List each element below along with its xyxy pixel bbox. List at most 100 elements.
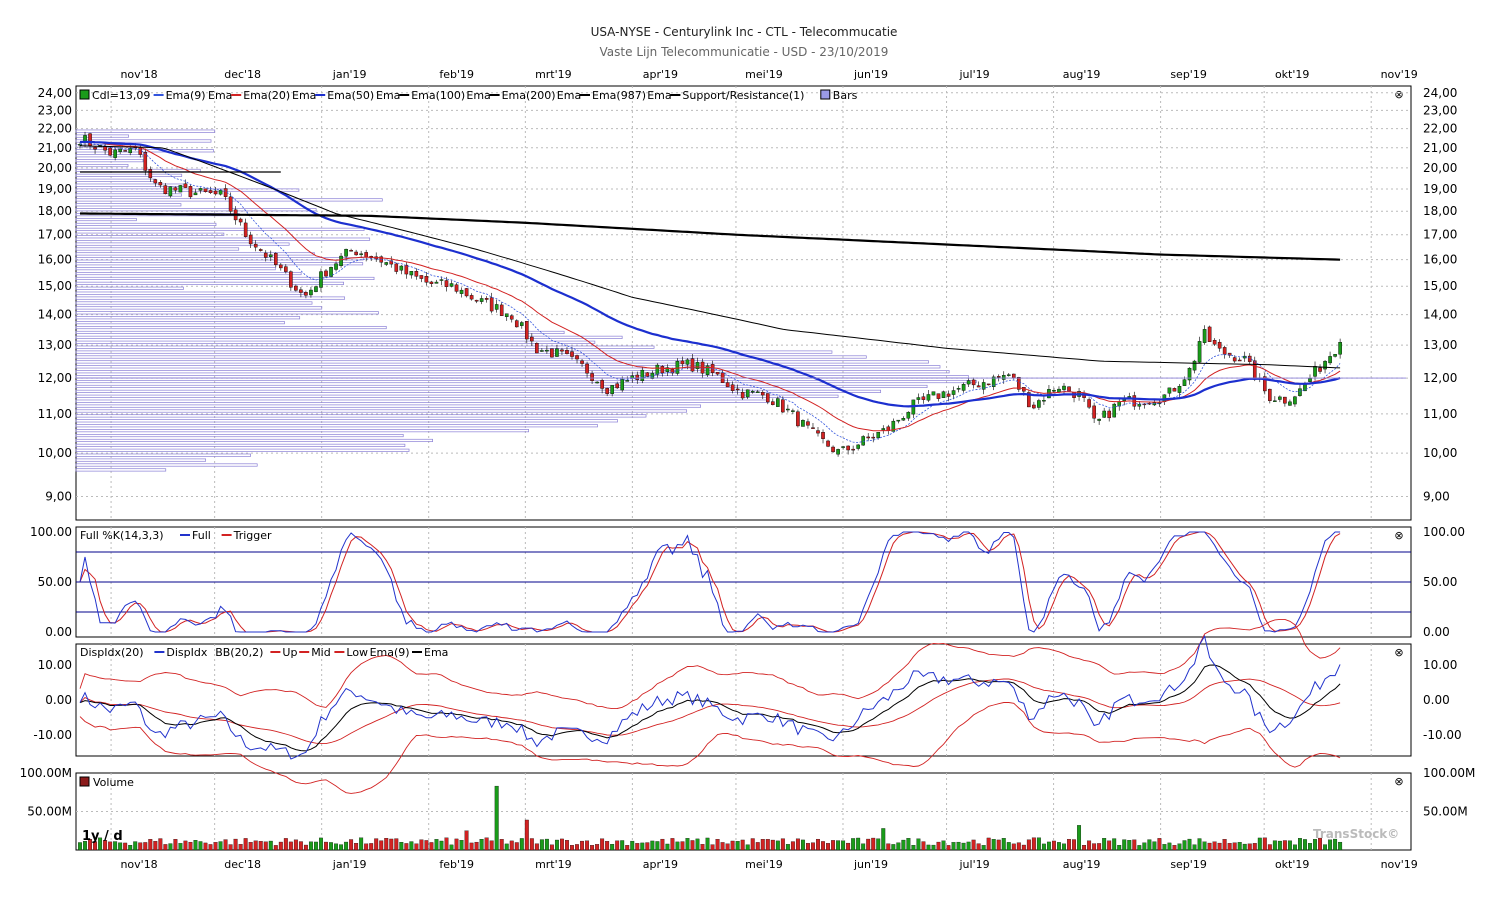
volume-profile-bar [75, 281, 344, 285]
candle [404, 264, 409, 275]
candle [545, 349, 549, 352]
volume-profile-bar [75, 271, 302, 276]
volume-bar [394, 838, 399, 851]
volume-bar [575, 844, 579, 851]
volume-bar [1107, 840, 1112, 851]
close-icon[interactable]: ⊗ [1394, 646, 1403, 659]
ema987-line [80, 212, 1341, 261]
volume-bar [178, 843, 183, 851]
y-tick-left: 50.00M [27, 805, 72, 819]
y-tick-right: 15,00 [1423, 279, 1457, 293]
volume-bar [118, 842, 123, 851]
ema50-line [79, 140, 1341, 408]
candle [1062, 385, 1066, 390]
candle [725, 382, 730, 388]
volume-bar [991, 839, 996, 851]
candle [1263, 376, 1267, 392]
candle [218, 190, 223, 195]
candle [344, 248, 348, 257]
volume-profile-bar [75, 247, 240, 251]
candle [359, 253, 363, 255]
volume-profile-bar [75, 227, 365, 231]
volume-bar [986, 837, 991, 851]
ema9-line [79, 142, 1341, 444]
volume-bar [1252, 843, 1257, 851]
candle [590, 373, 594, 381]
volume-bar [128, 844, 133, 851]
volume-bar [911, 845, 916, 851]
candle [901, 418, 906, 421]
y-tick-left: 18,00 [38, 204, 72, 218]
candle [1283, 396, 1287, 404]
volume-bar [469, 842, 474, 851]
candle [530, 336, 534, 342]
y-tick-right: 0.00 [1423, 625, 1450, 639]
volume-bar [293, 839, 298, 851]
candle [1097, 418, 1101, 421]
ema200-line [79, 145, 1341, 369]
candle [334, 263, 338, 270]
candle [705, 365, 710, 375]
candle [178, 185, 183, 193]
y-tick-left: 100.00M [20, 766, 72, 780]
panel-frame-disp [75, 643, 1412, 757]
volume-profile-bar [75, 129, 216, 133]
volume-bar [404, 843, 409, 851]
candle [354, 251, 358, 256]
volume-bar [298, 841, 303, 851]
volume-profile-bar [75, 276, 375, 280]
y-tick-right: 100.00M [1423, 766, 1475, 780]
month-label-top: nov'19 [1381, 68, 1418, 81]
month-label-top: mei'19 [745, 68, 783, 81]
candle [921, 396, 926, 400]
chart-subtitle: Vaste Lijn Telecommunicatie - USD - 23/1… [599, 45, 889, 59]
candle [981, 382, 986, 390]
volume-bar [148, 839, 153, 851]
volume-profile-bar [75, 208, 317, 212]
volume-bar [454, 838, 459, 851]
volume-bar [1132, 839, 1137, 851]
volume-bar [1152, 841, 1157, 851]
candle [1027, 392, 1031, 408]
candle [1323, 360, 1327, 370]
month-label-bottom: okt'19 [1275, 858, 1309, 871]
close-icon[interactable]: ⊗ [1394, 88, 1403, 101]
volume-bar [625, 845, 630, 851]
candle [996, 376, 1001, 378]
volume-bar [123, 842, 128, 851]
volume-bar [1137, 845, 1142, 851]
close-icon[interactable]: ⊗ [1394, 775, 1403, 788]
volume-bar [163, 844, 168, 851]
candle [916, 397, 921, 400]
volume-bar [1267, 844, 1272, 851]
close-icon[interactable]: ⊗ [1394, 529, 1403, 542]
candle [771, 401, 775, 405]
volume-bar [138, 842, 143, 851]
y-tick-right: 14,00 [1423, 308, 1457, 322]
volume-bar [524, 819, 529, 851]
candle [821, 432, 825, 439]
candle [1006, 374, 1011, 376]
volume-bar [740, 839, 745, 851]
month-label-top: mrt'19 [535, 68, 572, 81]
volume-profile-bar [75, 159, 144, 163]
candle [791, 410, 795, 412]
volume-profile-bar [75, 424, 598, 428]
candle [585, 363, 589, 374]
candle [273, 252, 278, 265]
volume-bar [891, 844, 896, 851]
candle [444, 280, 449, 287]
volume-profile-bar [75, 301, 313, 305]
y-tick-left: 0.00 [45, 693, 72, 707]
candle [1037, 400, 1041, 408]
volume-bar [1117, 845, 1122, 851]
volume-bar [108, 841, 113, 851]
volume-profile-bar [75, 311, 379, 315]
y-tick-right: 50.00 [1423, 575, 1457, 589]
volume-bar [560, 838, 564, 851]
candle [1288, 401, 1292, 406]
candle [555, 348, 559, 357]
legend-item: Trigger [233, 529, 272, 542]
volume-bar [1006, 842, 1011, 851]
